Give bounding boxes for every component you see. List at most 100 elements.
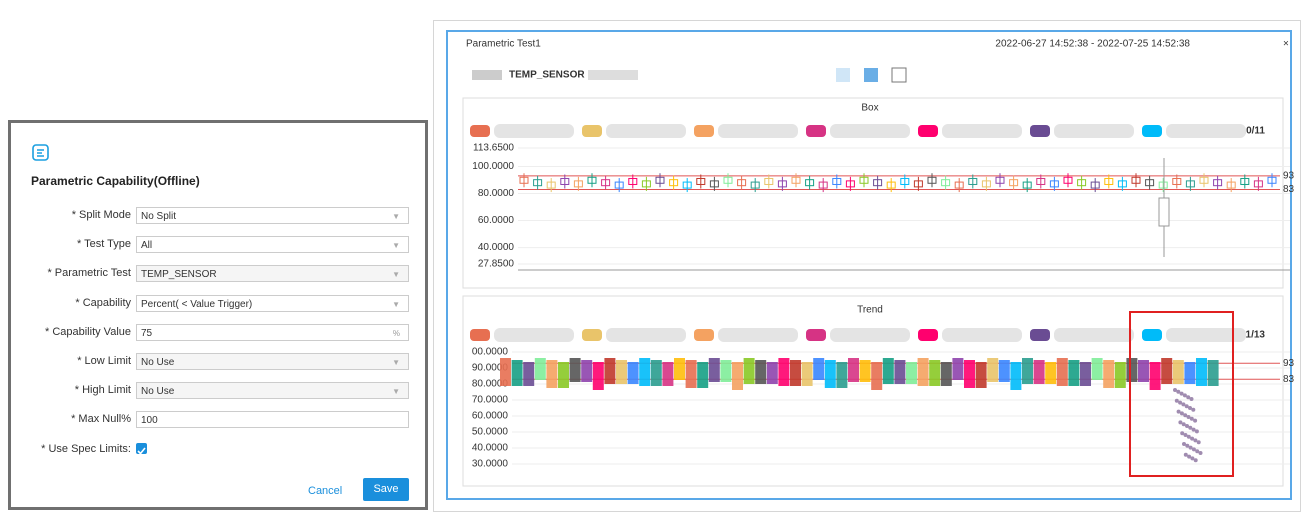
trend-band <box>766 362 778 384</box>
trend-point <box>1195 449 1200 454</box>
close-icon[interactable]: × <box>1283 39 1289 50</box>
box <box>709 180 719 188</box>
highlight-box <box>1129 311 1234 477</box>
box <box>873 179 883 187</box>
box <box>981 180 991 188</box>
field-input[interactable]: No Use ▼ <box>136 382 409 400</box>
box <box>1240 177 1250 185</box>
legend-swatch <box>806 329 826 341</box>
trend-band <box>1010 362 1022 390</box>
spec-limit-label: 93 <box>1283 171 1295 182</box>
spec-checkbox[interactable] <box>136 443 147 455</box>
panel-title: Parametric Test1 <box>466 39 541 50</box>
save-button[interactable]: Save <box>363 478 409 501</box>
legend-swatch <box>470 329 490 341</box>
trend-band <box>523 362 535 386</box>
trend-band <box>581 360 593 382</box>
view-icon[interactable] <box>864 68 878 82</box>
dropdown-arrow: ▼ <box>392 212 400 221</box>
box <box>682 181 692 189</box>
trend-band <box>1022 358 1033 384</box>
dropdown-arrow: ▼ <box>392 241 400 251</box>
legend-swatch <box>582 125 602 137</box>
trend-point <box>1179 411 1184 416</box>
trend-point <box>1183 413 1188 418</box>
trend-band <box>511 360 523 386</box>
trend-band <box>917 358 929 386</box>
dialog-title: Parametric Capability(Offline) <box>31 174 200 188</box>
trend-band <box>1080 362 1091 386</box>
trend-band <box>964 360 975 388</box>
trend-point <box>1198 451 1203 455</box>
trend-band <box>1184 362 1196 384</box>
trend-band <box>836 362 848 388</box>
box <box>845 180 855 188</box>
cancel-button[interactable]: Cancel <box>308 485 343 497</box>
trend-point <box>1182 442 1186 446</box>
box <box>886 181 896 189</box>
trend-band <box>998 360 1010 382</box>
field-input[interactable]: TEMP_SENSOR ▼ <box>136 265 409 283</box>
field-value: 100 <box>141 415 158 427</box>
trend-band <box>743 358 755 384</box>
box <box>573 180 583 188</box>
box <box>1049 180 1059 188</box>
box <box>1131 176 1141 184</box>
legend-swatch <box>582 329 602 341</box>
trend-band <box>616 360 627 384</box>
legend-blur <box>494 124 574 138</box>
blur <box>588 70 638 80</box>
trend-point <box>1191 427 1196 432</box>
box <box>696 177 706 185</box>
trend-band <box>952 358 964 380</box>
box-title: Box <box>861 103 878 114</box>
box <box>1253 180 1263 188</box>
trend-band <box>824 360 836 388</box>
box <box>764 177 774 185</box>
trend-band <box>1056 358 1068 386</box>
field-input[interactable]: 100 <box>136 411 409 429</box>
trend-band <box>592 362 604 390</box>
box <box>1036 177 1046 185</box>
trend-band <box>685 360 697 388</box>
legend-swatch <box>918 329 938 341</box>
field-input[interactable]: No Use ▼ <box>136 353 409 370</box>
trend-band <box>1045 362 1057 384</box>
legend-blur <box>1166 124 1246 138</box>
field-value: 75 <box>141 327 153 339</box>
field-input[interactable]: All ▼ <box>136 236 409 254</box>
trend-title: Trend <box>857 305 883 316</box>
field-label: * Capability Value <box>44 325 131 338</box>
box <box>1090 181 1100 189</box>
view-icon[interactable] <box>836 68 850 82</box>
trend-page: 1/13 <box>1246 330 1266 341</box>
view-icon[interactable] <box>891 67 907 83</box>
field-suffix: % <box>392 328 400 338</box>
trend-band <box>940 362 952 386</box>
trend-band <box>674 358 685 380</box>
box <box>900 177 910 185</box>
y-tick-label: 40.0000 <box>472 443 509 454</box>
trend-point <box>1178 420 1183 425</box>
trend-point <box>1183 433 1188 437</box>
box <box>968 177 978 185</box>
field-input[interactable]: Percent( < Value Trigger) ▼ <box>136 294 409 312</box>
legend-blur <box>606 124 686 138</box>
trend-band <box>1207 360 1219 386</box>
legend-blur <box>830 124 910 138</box>
trend-band <box>1033 360 1045 384</box>
trend-point <box>1180 431 1185 436</box>
check <box>137 447 146 455</box>
trend-band <box>790 360 801 386</box>
field-input[interactable]: 75% <box>136 323 409 341</box>
field-value: All <box>141 240 153 252</box>
y-tick-label: 30.0000 <box>472 459 509 470</box>
field-input[interactable]: No Split ▼ <box>136 207 409 224</box>
box <box>927 176 937 184</box>
legend-swatch <box>1030 329 1050 341</box>
trend-point <box>1188 406 1192 410</box>
field-label: * Parametric Test <box>47 267 131 280</box>
trend-band <box>639 358 651 386</box>
time-range: 2022-06-27 14:52:38 - 2022-07-25 14:52:3… <box>995 39 1190 50</box>
